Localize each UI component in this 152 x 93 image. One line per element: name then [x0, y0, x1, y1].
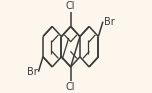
Text: Cl: Cl	[66, 82, 75, 92]
Text: Cl: Cl	[66, 1, 75, 11]
Text: Br: Br	[104, 17, 114, 27]
Text: Br: Br	[27, 67, 38, 77]
